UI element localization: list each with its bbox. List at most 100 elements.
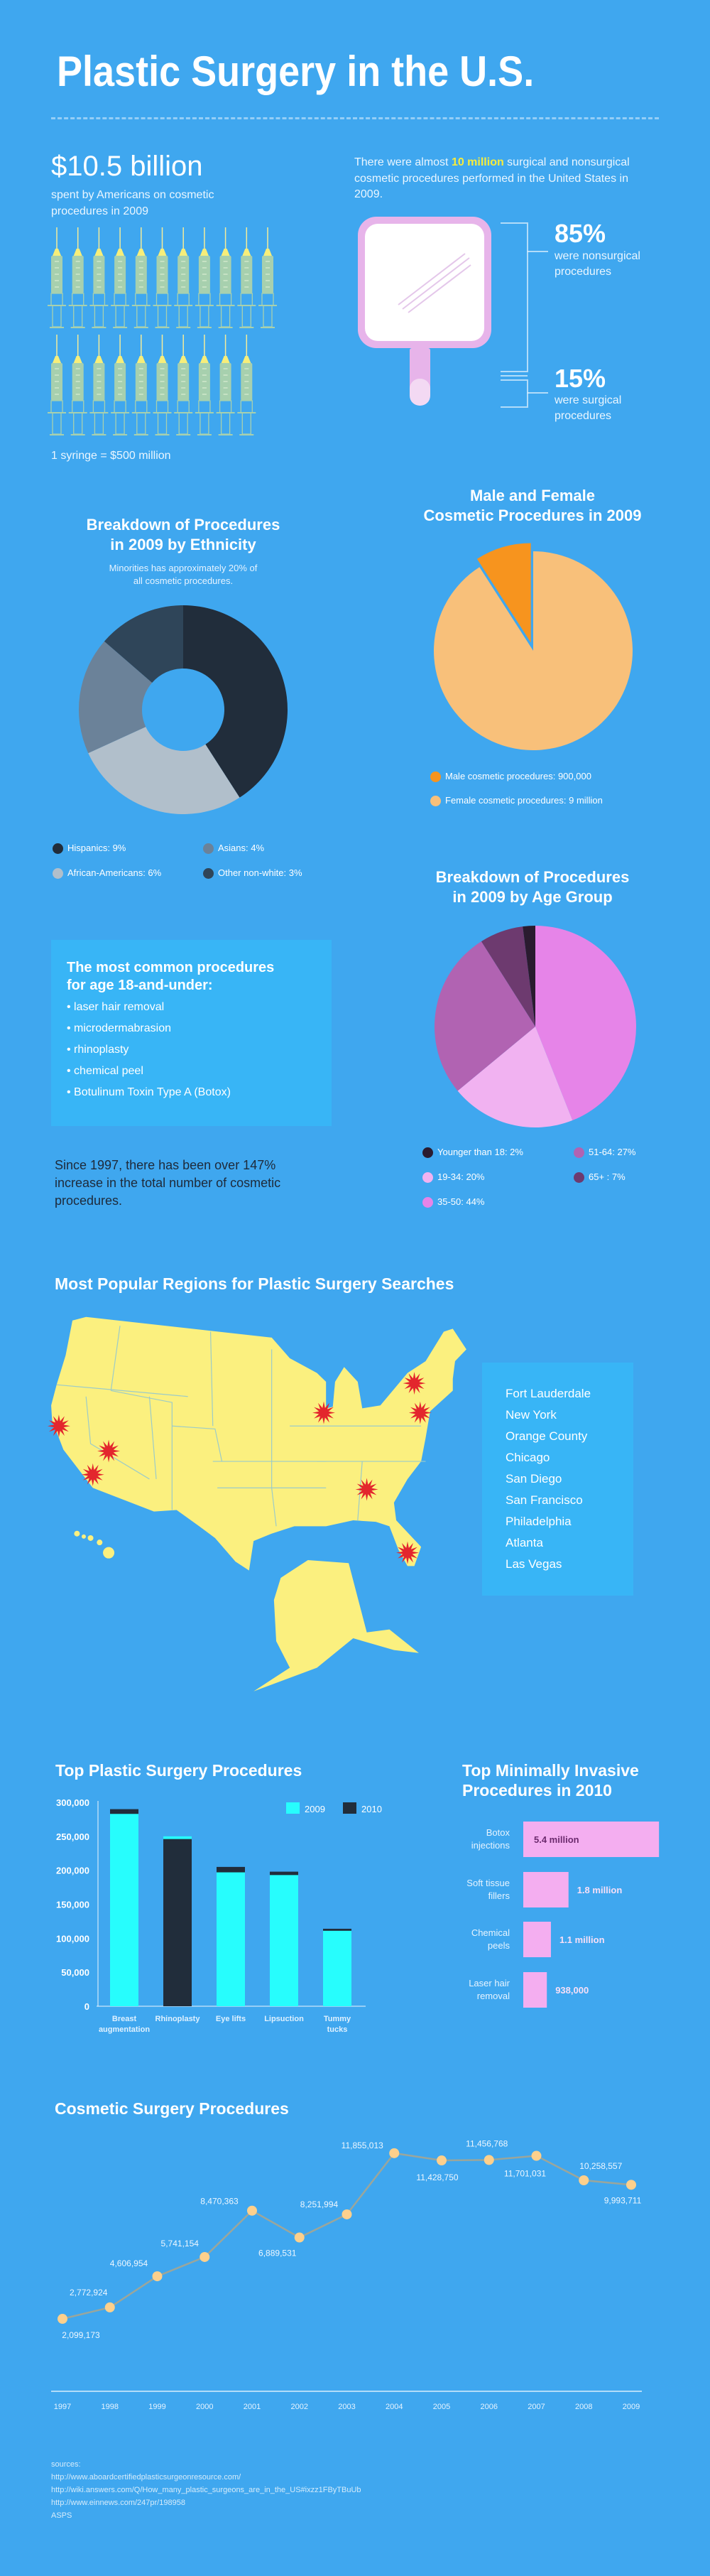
- barrel-end: [177, 400, 190, 413]
- subtitle-line: all cosmetic procedures.: [133, 575, 234, 586]
- category-label: fillers: [488, 1890, 510, 1901]
- data-label: 6,889,531: [258, 2248, 297, 2258]
- plunger: [94, 305, 104, 328]
- category-label: injections: [471, 1840, 510, 1851]
- category-label: Botox: [486, 1827, 510, 1838]
- barrel-end: [198, 400, 211, 413]
- x-tick-label: tucks: [327, 2025, 348, 2034]
- bar-2009: [323, 1930, 351, 2006]
- legend-item: 51-64: 27%: [574, 1146, 636, 1159]
- spending-desc-2: procedures in 2009: [51, 205, 148, 217]
- text-part: surgical and nonsurgical cosmetic proced…: [354, 156, 630, 201]
- barrel-end: [177, 293, 190, 306]
- hub: [73, 356, 82, 363]
- legend-label: 51-64: 27%: [589, 1147, 636, 1157]
- alaska: [253, 1560, 419, 1692]
- pie-slice-african-americans: [88, 727, 240, 814]
- barrel-end: [219, 400, 232, 413]
- legend-swatch: [422, 1196, 433, 1208]
- x-tick-label: 2006: [481, 2403, 498, 2411]
- hub: [136, 249, 146, 256]
- bar-2009: [270, 1875, 298, 2006]
- bar-2009: [110, 1814, 138, 2006]
- hub: [158, 356, 167, 363]
- hub: [116, 249, 125, 256]
- syringe-icon: [89, 335, 109, 435]
- x-tick-label: Rhinoplasty: [155, 2015, 201, 2023]
- legend-swatch: [286, 1802, 300, 1814]
- hub: [242, 356, 251, 363]
- data-point: [294, 2232, 305, 2243]
- bar-chart-title: Top Plastic Surgery Procedures: [55, 1761, 302, 1780]
- state-border: [148, 1396, 157, 1479]
- pie-slice-19-34: [457, 1027, 573, 1127]
- legend-label: Asians: 4%: [218, 843, 265, 853]
- barrel-end: [92, 293, 106, 306]
- heading-line: for age 18-and-under:: [67, 978, 213, 993]
- syringe-icon: [111, 227, 130, 328]
- syringe-icon: [237, 227, 256, 328]
- source-item: ASPS: [51, 2511, 72, 2520]
- data-label: 11,701,031: [504, 2169, 546, 2179]
- barrel-end: [114, 293, 126, 306]
- city-marker-icon: [408, 1401, 432, 1424]
- hub: [116, 356, 125, 363]
- gender-pie-chart: [434, 543, 633, 750]
- x-tick-label: 1998: [102, 2403, 119, 2411]
- data-label: 2,099,173: [62, 2330, 100, 2340]
- surgical-percent: 15%: [555, 364, 606, 393]
- title-line: Breakdown of Procedures: [435, 868, 630, 886]
- syringe-icon: [48, 335, 66, 435]
- hawaii-island: [87, 1535, 94, 1541]
- data-label: 10,258,557: [579, 2161, 622, 2171]
- list-item: • Botulinum Toxin Type A (Botox): [67, 1086, 231, 1098]
- legend-item: Asians: 4%: [203, 842, 264, 855]
- syringe-note: 1 syringe = $500 million: [51, 450, 171, 462]
- city-item: Atlanta: [506, 1536, 543, 1549]
- source-item: http://wiki.answers.com/Q/How_many_plast…: [51, 2486, 361, 2494]
- legend-swatch: [574, 1171, 584, 1183]
- y-tick-label: 300,000: [56, 1797, 89, 1808]
- age-pie-chart: [435, 926, 636, 1127]
- data-label: 9,993,711: [604, 2195, 642, 2205]
- hub: [136, 356, 146, 363]
- legend-swatch: [203, 843, 214, 854]
- pie-slice-65-: [481, 926, 535, 1027]
- city-list-box: Fort Lauderdale New York Orange County Chic…: [482, 1363, 633, 1596]
- highlight-10-million: 10 million: [451, 156, 504, 168]
- category-label: Laser hair: [469, 1978, 510, 1988]
- pie-slice-male: [476, 543, 531, 643]
- x-tick-label: 2008: [575, 2403, 592, 2411]
- syringe-icon: [195, 335, 214, 435]
- legend-label: 2010: [361, 1804, 382, 1814]
- text-part: There were almost: [354, 156, 452, 168]
- legend-item: Younger than 18: 2%: [422, 1146, 523, 1159]
- source-item: http://www.einnews.com/247pr/198958: [51, 2499, 185, 2507]
- surgical-label-1: were surgical: [555, 394, 622, 406]
- hub: [200, 249, 209, 256]
- gender-title: Male and Female Cosmetic Procedures in 20…: [369, 486, 696, 526]
- hub: [73, 249, 82, 256]
- x-tick-label: 2001: [244, 2403, 261, 2411]
- plunger: [52, 412, 62, 435]
- plunger: [73, 412, 83, 435]
- x-tick-label: Lipsuction: [264, 2015, 304, 2023]
- hawaii-island: [97, 1539, 103, 1546]
- legend-swatch: [422, 1147, 433, 1158]
- x-tick-label: 2005: [433, 2403, 450, 2411]
- legend-swatch: [53, 843, 63, 854]
- state-border: [111, 1390, 173, 1510]
- city-item: San Francisco: [506, 1493, 583, 1507]
- category-label: Soft tissue: [466, 1878, 510, 1888]
- age-title: Breakdown of Procedures in 2009 by Age Gr…: [369, 867, 696, 907]
- under18-heading: The most common procedures for age 18-and…: [67, 959, 274, 995]
- data-label: 8,251,994: [300, 2199, 339, 2209]
- plunger: [241, 305, 251, 328]
- barrel-end: [240, 400, 253, 413]
- list-item: • chemical peel: [67, 1065, 143, 1077]
- us-map: [47, 1316, 466, 1692]
- city-item: Las Vegas: [506, 1557, 562, 1571]
- data-label: 5,741,154: [161, 2239, 200, 2248]
- plunger: [200, 412, 209, 435]
- legend-item: 19-34: 20%: [422, 1171, 485, 1184]
